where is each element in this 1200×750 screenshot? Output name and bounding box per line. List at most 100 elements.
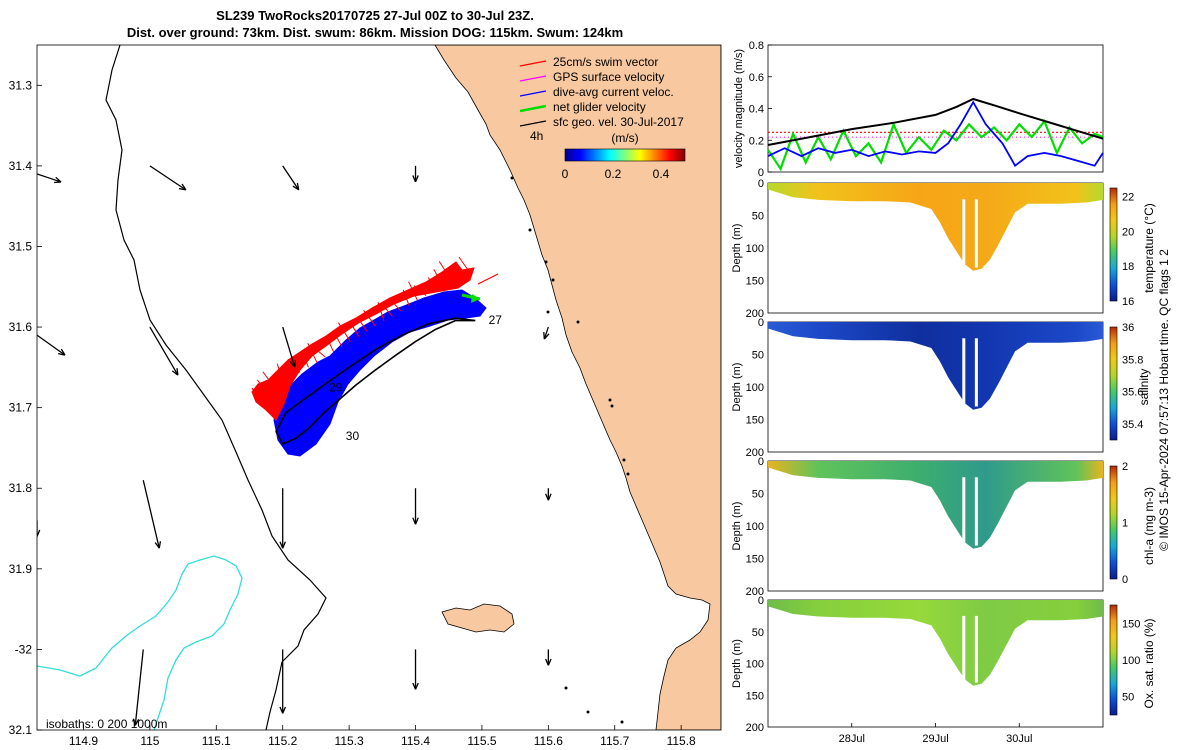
section-y-tick-label: 50	[752, 350, 764, 362]
swim-vector	[312, 346, 326, 358]
legend-swatch	[519, 75, 547, 82]
islet-3	[551, 278, 555, 282]
section-y-tick-label: 0	[758, 456, 764, 468]
legend-swatch	[519, 104, 547, 113]
swim-vector	[282, 367, 292, 378]
geo-velocity-head	[292, 182, 300, 191]
geo-velocity-head	[545, 493, 552, 501]
geo-velocity-vector	[149, 326, 179, 376]
swim-vector	[377, 302, 385, 322]
section-y-tick-label: 100	[746, 521, 764, 533]
geo-velocity-head	[543, 332, 550, 340]
legend-swatch	[519, 90, 547, 97]
swim-vector	[453, 264, 461, 276]
section-gap	[974, 477, 978, 546]
section-y-tick-label: 50	[752, 627, 764, 639]
swim-vector	[327, 338, 335, 353]
section-colorbar-tick: 35.4	[1122, 419, 1143, 431]
net-velocity-series	[767, 119, 1104, 172]
map-x-tick-label: 115.2	[268, 734, 297, 748]
map-colorbar-tick: 0	[562, 167, 569, 181]
ts-y-tick-label: 0.2	[749, 135, 764, 147]
section-salinity: 0 50 100 150 200 Depth (m) 36 35.8 35.6 35.4 salin…	[731, 317, 1151, 459]
map-x-tick-label: 115.5	[467, 734, 496, 748]
map-axes	[36, 44, 722, 731]
section-ylabel: Depth (m)	[731, 639, 743, 688]
legend-label: net glider velocity	[553, 100, 646, 114]
section-y-tick-label: 50	[752, 489, 764, 501]
section-colorbar-label: salinity	[1137, 369, 1151, 406]
swim-vector-swath	[251, 261, 475, 421]
map-colorbar	[564, 148, 686, 162]
ts-ylabel: velocity magnitude (m/s)	[733, 49, 745, 168]
section-colorbar-tick: 50	[1122, 692, 1134, 704]
section-y-tick-label: 200	[746, 586, 764, 598]
section-colorbar-tick: 150	[1122, 618, 1140, 630]
map-y-tick-label: 31.7	[9, 401, 33, 415]
swim-vector	[262, 371, 276, 389]
islet-7	[610, 404, 614, 408]
land-mass	[434, 45, 721, 730]
map-x-tick-label: 115.4	[401, 734, 430, 748]
legend-swatch	[519, 120, 547, 127]
geo-velocity-head	[58, 348, 66, 356]
islet-1	[528, 228, 532, 232]
geo-velocity-head	[412, 175, 419, 183]
section-field	[768, 183, 1103, 271]
section-colorbar-tick: 36	[1122, 322, 1134, 334]
day-label: 27	[489, 313, 503, 327]
section-chla: 0 50 100 150 200 Depth (m) 2 1 0 chl-a (mg m-3)	[731, 456, 1156, 598]
swim-vector	[383, 305, 393, 317]
geo-velocity-vector	[543, 326, 549, 340]
swim-vector	[256, 379, 267, 394]
map-y-tick-label: 31.8	[9, 481, 33, 495]
geo-velocity-head	[132, 718, 140, 726]
lag-label: 4h	[530, 129, 543, 143]
map-x-tick-label: 114.9	[69, 734, 98, 748]
credit-label: © IMOS 15-Apr-2024 07:57:13 Hobart time.…	[1157, 249, 1171, 551]
timeseries-axes	[767, 44, 1104, 173]
section-colorbar	[1109, 465, 1118, 580]
section-colorbar-tick: 16	[1122, 296, 1134, 308]
right-panels: 0 0.2 0.4 0.6 0.8 velocity magnitude (m/s) 0 50…	[731, 40, 1171, 745]
map-y-tick-label: 31.9	[9, 562, 33, 576]
geo-velocity-head	[178, 183, 187, 191]
islet-9	[626, 472, 630, 476]
section-y-tick-label: 200	[746, 308, 764, 320]
glider-track	[275, 317, 476, 445]
date-tick-label: 30Jul	[1006, 733, 1032, 745]
geo-velocity-series	[767, 97, 1104, 146]
section-gap	[962, 338, 966, 407]
islet-4	[546, 310, 550, 314]
day-label: 30	[346, 429, 360, 443]
section-y-tick-label: 150	[746, 554, 764, 566]
ts-y-tick-label: 0	[758, 167, 764, 179]
section-y-tick-label: 100	[746, 659, 764, 671]
geo-velocity-head	[279, 706, 287, 714]
swim-vector	[427, 277, 435, 291]
map-panel: 27 29 30 114.9 115 115.1 115.2 115.3 115.4 115.5 1…	[9, 44, 722, 748]
section-colorbar-tick: 35.6	[1122, 387, 1143, 399]
section-gap	[962, 477, 966, 546]
swim-vector	[276, 363, 284, 383]
section-gap	[974, 199, 978, 268]
title-line-2: Dist. over ground: 73km. Dist. swum: 86k…	[126, 25, 624, 40]
geo-velocity-vector	[282, 326, 296, 368]
section-axes	[767, 321, 1104, 453]
section-y-tick-label: 0	[758, 178, 764, 190]
geo-velocity-head	[412, 682, 419, 690]
map-x-tick-label: 115.7	[600, 734, 629, 748]
map-y-tick-label: 31.3	[9, 78, 33, 92]
map-x-tick-label: 115.8	[667, 734, 696, 748]
section-gap	[962, 199, 966, 268]
swim-vector	[413, 285, 427, 296]
geo-velocity-head	[154, 541, 162, 549]
geo-velocity-head	[412, 517, 419, 525]
section-y-tick-label: 150	[746, 276, 764, 288]
section-colorbar-tick: 18	[1122, 261, 1134, 273]
colorbar-unit: (m/s)	[611, 131, 638, 145]
section-colorbar-tick: 0	[1122, 574, 1128, 586]
isobath-200	[105, 45, 327, 730]
